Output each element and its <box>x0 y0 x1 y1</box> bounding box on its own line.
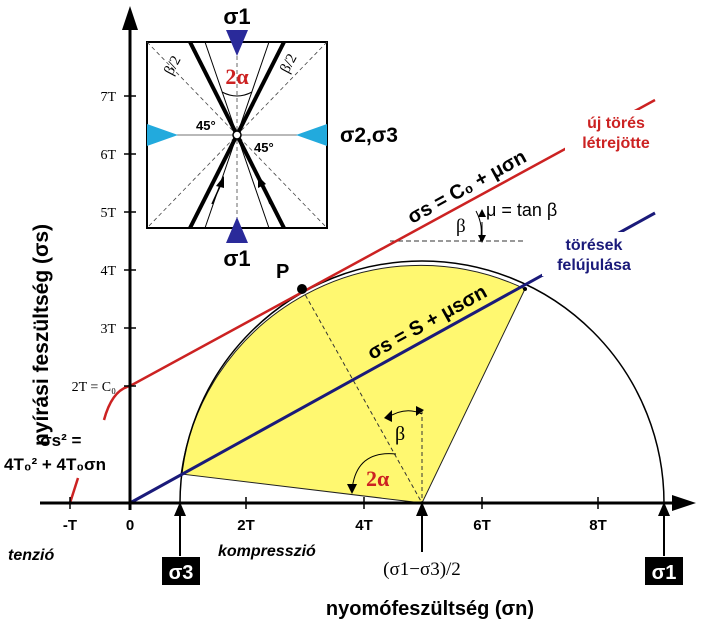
reactivation-box <box>542 232 644 276</box>
compression-label: kompresszió <box>218 543 316 560</box>
box-sigma3 <box>162 557 200 585</box>
inset-sigma1-top: σ1 <box>223 4 250 29</box>
x-tick-4t: 4T <box>355 517 373 534</box>
inset-angle-left: 45° <box>196 118 216 133</box>
box-sigma1 <box>645 557 683 585</box>
mu-eq: μ = tan β <box>486 200 557 220</box>
failure-envelope-parabola <box>102 384 131 421</box>
y-axis-title: nyírási feszültség (σs) <box>30 224 53 446</box>
sigma3-arrow <box>174 502 186 556</box>
new-fracture-line1: új törés <box>587 115 645 132</box>
inset <box>146 30 328 243</box>
inset-sigma1-bottom: σ1 <box>223 246 250 271</box>
mohr-semicircle <box>179 260 665 504</box>
x-axis-title: nyomófeszültség (σn) <box>326 598 534 620</box>
beta-label: β <box>456 216 466 237</box>
two-alpha-center-label: 2α <box>366 466 390 491</box>
x-tick-neg-t: -T <box>63 517 77 534</box>
y-tick-3t: 3T <box>100 322 116 337</box>
parabola-eq-2: 4T₀² + 4T₀σn <box>4 455 106 474</box>
y-tick-7t: 7T <box>100 90 116 105</box>
new-fracture-line2: létrejötte <box>582 135 650 152</box>
inset-sigma23: σ2,σ3 <box>340 124 398 147</box>
beta-center-label: β <box>395 423 405 445</box>
sigma1-arrow <box>658 502 670 556</box>
inset-two-alpha: 2α <box>225 64 249 89</box>
mid-stress-label: (σ1−σ3)/2 <box>383 559 461 580</box>
x-tick-6t: 6T <box>473 517 491 534</box>
point-p <box>297 284 307 294</box>
two-alpha-arc <box>351 453 397 491</box>
x-tick-0: 0 <box>126 517 134 534</box>
box-sigma3-label: σ3 <box>169 562 194 584</box>
reactivation-line2: felújulása <box>557 257 631 274</box>
y-tick-6t: 6T <box>100 148 116 163</box>
radius-to-p <box>301 288 423 504</box>
point-tangent <box>523 287 527 291</box>
x-tick-8t: 8T <box>589 517 607 534</box>
parabola-tail <box>68 477 80 504</box>
parabola-eq-1: σs² = <box>40 431 81 450</box>
point-p-label: P <box>276 261 289 283</box>
tension-label: tenzió <box>8 547 54 564</box>
new-fracture-box <box>565 110 667 154</box>
y-tick-2t: 2T = C₀ <box>72 380 117 395</box>
box-sigma1-label: σ1 <box>652 562 677 584</box>
y-ticks <box>124 95 136 387</box>
y-tick-5t: 5T <box>100 206 116 221</box>
inset-angle-right: 45° <box>254 140 274 155</box>
x-tick-2t: 2T <box>237 517 255 534</box>
x-axis-arrow <box>672 495 696 511</box>
mid-arrow <box>416 502 428 552</box>
reactivation-line1: törések <box>566 237 623 254</box>
y-tick-4t: 4T <box>100 264 116 279</box>
x-ticks <box>69 497 599 509</box>
y-axis-arrow <box>122 6 138 30</box>
